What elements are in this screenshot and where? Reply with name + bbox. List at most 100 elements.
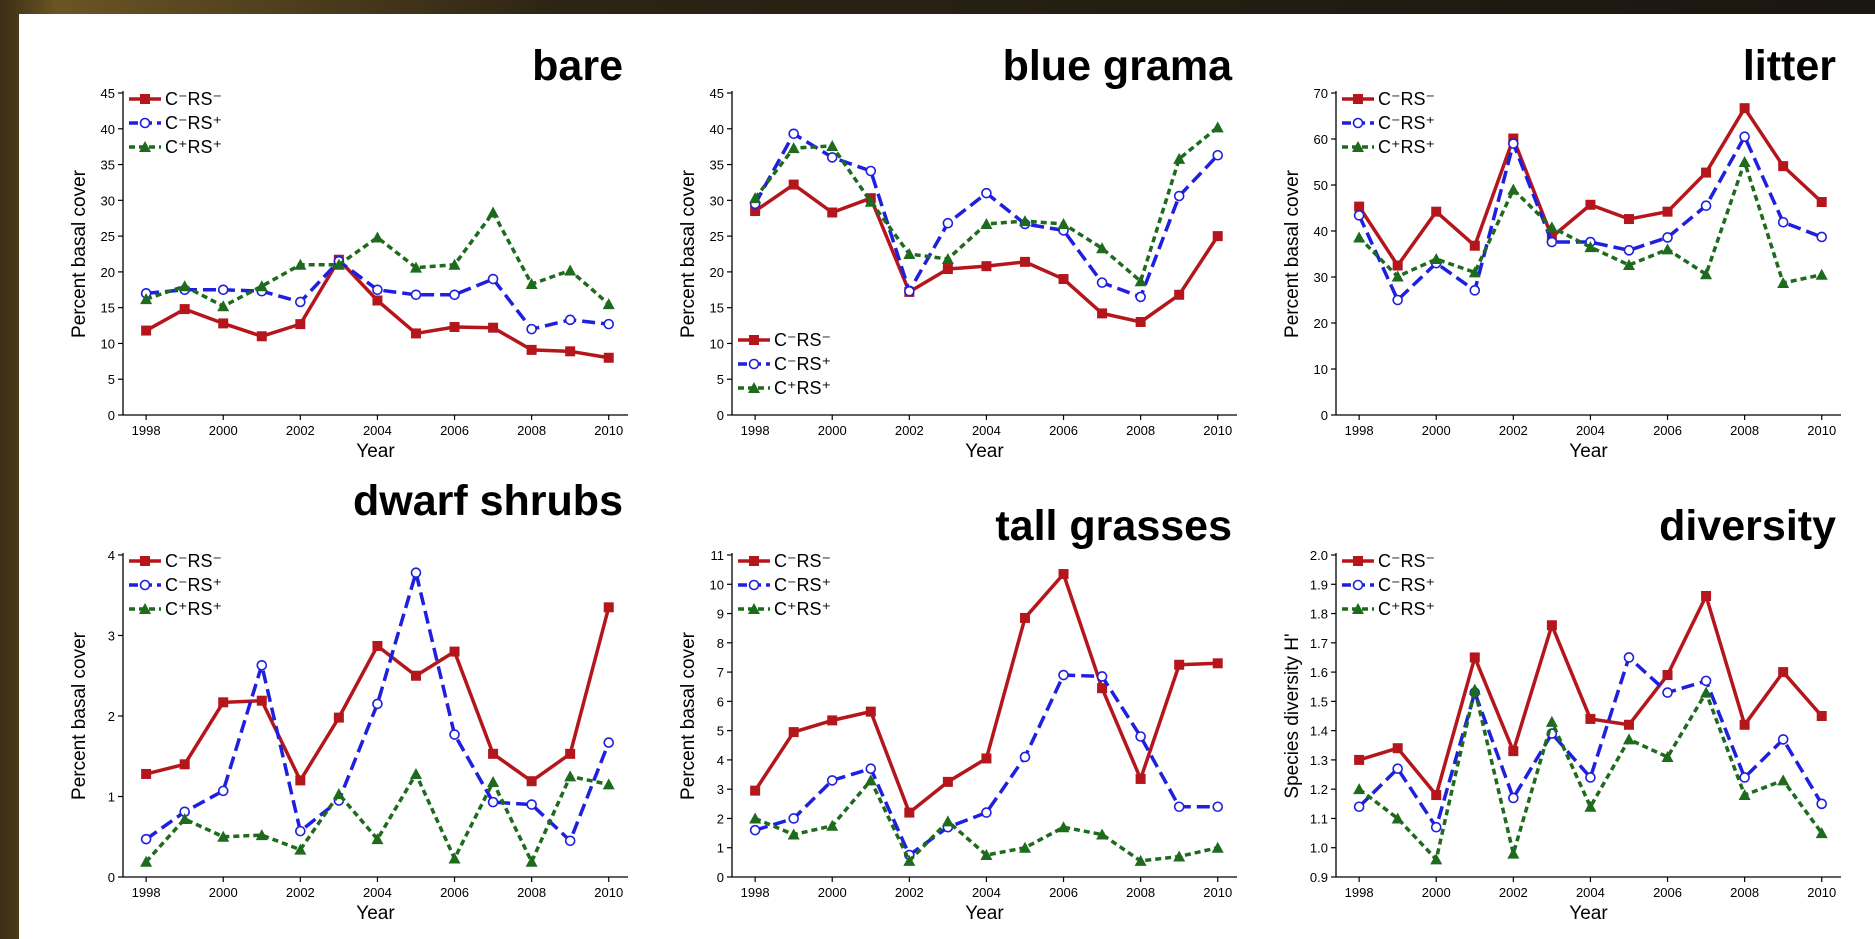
marker xyxy=(450,322,460,332)
marker xyxy=(141,326,151,336)
legend-label: C⁻RS⁺ xyxy=(165,113,222,133)
marker xyxy=(489,798,498,807)
marker xyxy=(488,323,498,333)
marker xyxy=(1136,774,1146,784)
marker xyxy=(1779,735,1788,744)
marker xyxy=(1430,853,1442,864)
marker xyxy=(789,180,799,190)
marker xyxy=(1213,151,1222,160)
y-tick-label: 5 xyxy=(717,724,724,739)
legend-label: C⁺RS⁺ xyxy=(774,378,831,398)
x-tick-label: 1998 xyxy=(741,885,770,900)
marker xyxy=(1213,802,1222,811)
marker xyxy=(1136,732,1145,741)
marker xyxy=(1817,799,1826,808)
series-line xyxy=(1359,137,1822,300)
marker xyxy=(604,602,614,612)
marker xyxy=(373,699,382,708)
marker xyxy=(751,826,760,835)
marker xyxy=(943,219,952,228)
marker xyxy=(1354,581,1363,590)
marker xyxy=(1173,851,1185,862)
marker xyxy=(526,856,538,867)
marker xyxy=(487,776,499,787)
x-tick-label: 2010 xyxy=(594,885,623,900)
marker xyxy=(942,815,954,826)
marker xyxy=(1353,556,1363,566)
marker xyxy=(1623,733,1635,744)
y-tick-label: 1.4 xyxy=(1310,724,1328,739)
x-tick-label: 2000 xyxy=(209,885,238,900)
y-tick-label: 4 xyxy=(108,548,115,563)
marker xyxy=(372,296,382,306)
marker xyxy=(295,775,305,785)
x-tick-label: 1998 xyxy=(132,885,161,900)
marker xyxy=(1663,233,1672,242)
x-tick-label: 2004 xyxy=(1576,885,1605,900)
marker xyxy=(827,207,837,217)
y-tick-label: 11 xyxy=(711,548,725,563)
legend-label: C⁺RS⁺ xyxy=(1378,599,1435,619)
y-tick-label: 20 xyxy=(1314,316,1328,331)
marker xyxy=(1740,773,1749,782)
x-tick-label: 2010 xyxy=(1203,885,1232,900)
x-tick-label: 2010 xyxy=(594,423,623,438)
marker xyxy=(1020,257,1030,267)
x-tick-label: 2006 xyxy=(1049,423,1078,438)
marker xyxy=(141,581,150,590)
x-tick-label: 2002 xyxy=(1499,423,1528,438)
marker xyxy=(295,319,305,329)
marker xyxy=(1702,201,1711,210)
x-tick-label: 2004 xyxy=(972,885,1001,900)
y-tick-label: 0 xyxy=(108,408,115,423)
series-line xyxy=(755,134,1218,297)
marker xyxy=(789,129,798,138)
legend-label: C⁻RS⁻ xyxy=(1378,551,1435,571)
marker xyxy=(1059,569,1069,579)
y-tick-label: 0 xyxy=(1321,408,1328,423)
marker xyxy=(1058,218,1070,229)
marker xyxy=(1431,207,1441,217)
y-tick-label: 3 xyxy=(108,629,115,644)
marker xyxy=(980,218,992,229)
marker xyxy=(1020,752,1029,761)
marker xyxy=(1740,132,1749,141)
series-line xyxy=(1359,596,1822,795)
y-tick-label: 1 xyxy=(717,841,724,856)
marker xyxy=(1213,658,1223,668)
marker xyxy=(749,556,759,566)
marker xyxy=(1740,103,1750,113)
marker xyxy=(826,140,838,151)
x-tick-label: 2008 xyxy=(1730,885,1759,900)
marker xyxy=(1507,184,1519,195)
marker xyxy=(1701,591,1711,601)
x-tick-label: 2000 xyxy=(1422,423,1451,438)
marker xyxy=(1740,720,1750,730)
marker xyxy=(1175,192,1184,201)
y-tick-label: 20 xyxy=(710,265,724,280)
marker xyxy=(1509,139,1518,148)
marker xyxy=(1430,253,1442,264)
marker xyxy=(296,297,305,306)
marker xyxy=(179,280,191,291)
marker xyxy=(140,94,150,104)
marker xyxy=(527,776,537,786)
marker xyxy=(141,119,150,128)
y-tick-label: 0.9 xyxy=(1310,870,1328,885)
marker xyxy=(1353,783,1365,794)
x-tick-label: 2008 xyxy=(1730,423,1759,438)
marker xyxy=(1663,207,1673,217)
marker xyxy=(942,253,954,264)
marker xyxy=(1777,277,1789,288)
marker xyxy=(828,776,837,785)
marker xyxy=(1702,676,1711,685)
marker xyxy=(1507,848,1519,859)
marker xyxy=(565,749,575,759)
marker xyxy=(603,298,615,309)
x-tick-label: 2006 xyxy=(1049,885,1078,900)
x-tick-label: 2004 xyxy=(972,423,1001,438)
x-axis-label: Year xyxy=(356,903,395,924)
marker xyxy=(450,730,459,739)
y-tick-label: 2 xyxy=(108,709,115,724)
